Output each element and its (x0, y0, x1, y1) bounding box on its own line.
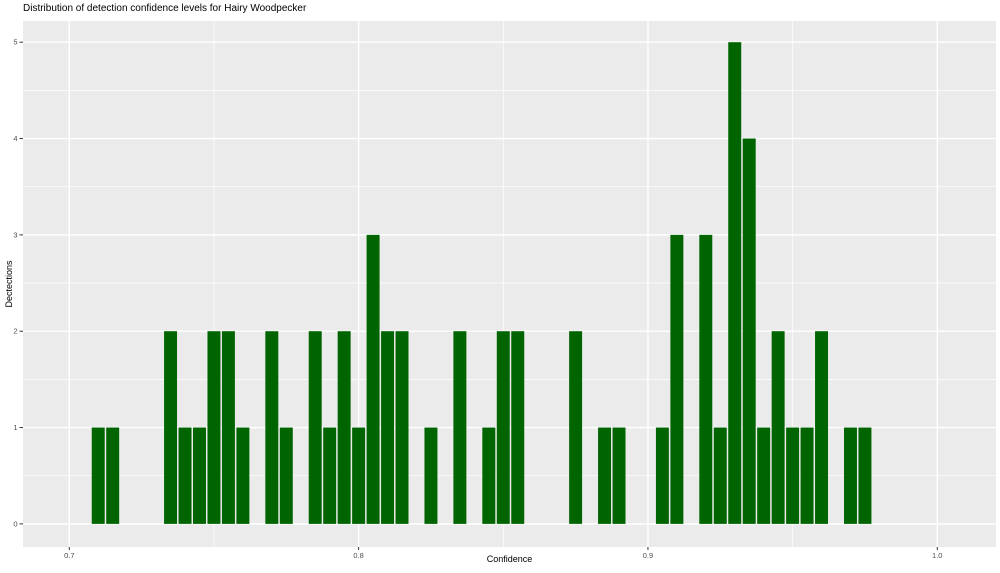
x-tick-label: 0.9 (643, 551, 653, 560)
histogram-bar (655, 427, 669, 524)
histogram-bar (337, 331, 351, 524)
histogram-bar (742, 138, 756, 524)
histogram-bar (178, 427, 192, 524)
y-tick-label: 2 (13, 327, 17, 336)
histogram-bar (308, 331, 322, 524)
histogram-bar (352, 427, 366, 524)
y-tick-label: 4 (13, 134, 17, 143)
histogram-bar (843, 427, 857, 524)
histogram-bar (569, 331, 583, 524)
histogram-bar (713, 427, 727, 524)
histogram-bar (496, 331, 510, 524)
histogram-bar (453, 331, 467, 524)
histogram-bar (279, 427, 293, 524)
histogram-bar (236, 427, 250, 524)
x-axis-title: Confidence (486, 554, 533, 564)
histogram-bar (265, 331, 279, 524)
histogram-bar (699, 234, 713, 524)
histogram-bar (757, 427, 771, 524)
histogram-bar (193, 427, 206, 524)
y-axis-title: Dectections (4, 260, 14, 308)
histogram-bar (482, 427, 496, 524)
histogram-bar (670, 234, 684, 524)
histogram-bar (164, 331, 178, 524)
histogram-bar (858, 427, 872, 524)
x-tick-label: 0.7 (64, 551, 74, 560)
chart-title: Distribution of detection confidence lev… (23, 3, 307, 14)
histogram-bar (221, 331, 235, 524)
y-tick-label: 3 (13, 230, 17, 239)
histogram-bar (815, 331, 829, 524)
histogram-bar (786, 427, 800, 524)
histogram-bar (598, 427, 612, 524)
x-tick-label: 1.0 (932, 551, 942, 560)
y-tick-label: 5 (13, 38, 17, 47)
x-tick-label: 0.8 (353, 551, 363, 560)
y-tick-label: 0 (13, 519, 17, 528)
histogram-bar (366, 234, 380, 524)
histogram-bar (511, 331, 525, 524)
histogram-bar (106, 427, 120, 524)
histogram-bar (395, 331, 409, 524)
histogram-bar (800, 427, 814, 524)
histogram-bar (771, 331, 785, 524)
histogram-bar (612, 427, 626, 524)
histogram-bar (728, 42, 742, 524)
y-tick-label: 1 (13, 423, 17, 432)
histogram-bar (424, 427, 438, 524)
histogram-bar (323, 427, 337, 524)
histogram-bar (91, 427, 105, 524)
histogram-bar (207, 331, 221, 524)
histogram-bar (381, 331, 395, 524)
